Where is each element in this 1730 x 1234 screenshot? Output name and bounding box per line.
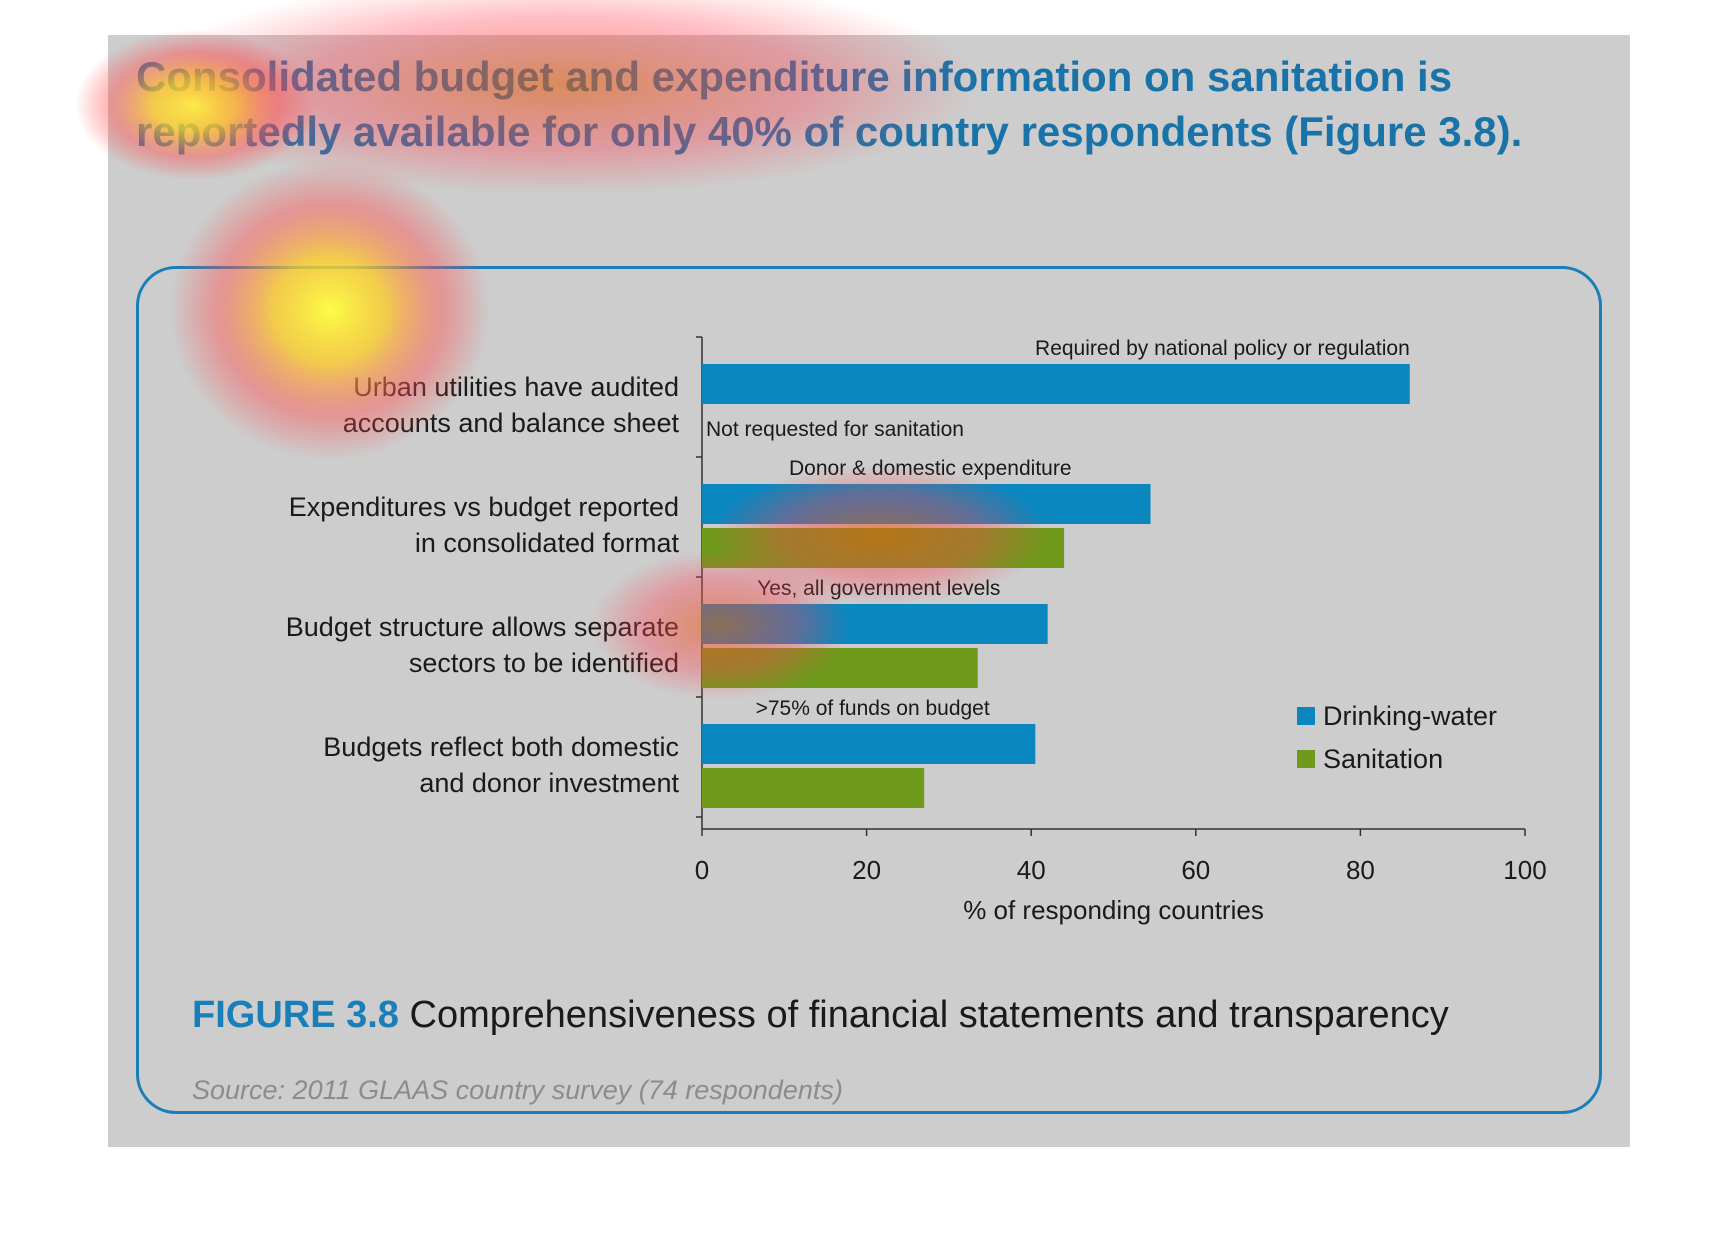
category-label: Budget structure allows separate (286, 612, 679, 642)
x-tick-label: 100 (1503, 855, 1546, 885)
bar-sanitation (702, 768, 925, 808)
bar-drinking-water (702, 604, 1048, 644)
bar-sanitation (702, 648, 978, 688)
category-label: sectors to be identified (409, 648, 679, 678)
category-label: in consolidated format (415, 528, 680, 558)
figure-panel: 0 20 40 60 80 100 % of responding countries Urb… (136, 266, 1602, 1114)
figure-caption: FIGURE 3.8 Comprehensiveness of financia… (192, 994, 1449, 1037)
figure-number: FIGURE 3.8 (192, 994, 399, 1036)
x-tick-label: 0 (695, 855, 709, 885)
legend-swatch (1297, 750, 1315, 768)
category-label: accounts and balance sheet (343, 408, 680, 438)
category-annotation: Donor & domestic expenditure (789, 457, 1072, 480)
x-axis-title: % of responding countries (963, 895, 1264, 925)
bar-drinking-water (702, 484, 1151, 524)
category-annotation: >75% of funds on budget (756, 697, 990, 720)
sanitation-note: Not requested for sanitation (706, 418, 964, 441)
figure-source: Source: 2011 GLAAS country survey (74 re… (192, 1075, 843, 1105)
category-label: Budgets reflect both domestic (323, 732, 679, 762)
legend-label: Drinking-water (1323, 701, 1497, 731)
category-label: Expenditures vs budget reported (289, 492, 679, 522)
x-tick-label: 60 (1181, 855, 1210, 885)
slide: Consolidated budget and expenditure info… (108, 35, 1630, 1147)
x-tick-label: 80 (1346, 855, 1375, 885)
bar-sanitation (702, 528, 1065, 568)
category-label: Urban utilities have audited (353, 372, 679, 402)
bar-chart: 0 20 40 60 80 100 % of responding countries Urb… (286, 336, 1547, 925)
headline: Consolidated budget and expenditure info… (136, 53, 1523, 155)
category-annotation: Required by national policy or regulatio… (1035, 337, 1410, 360)
legend-swatch (1297, 707, 1315, 725)
category-annotation: Yes, all government levels (757, 577, 1000, 600)
category-label: and donor investment (419, 768, 679, 798)
bar-drinking-water (702, 724, 1036, 764)
x-tick-label: 40 (1017, 855, 1046, 885)
figure-title: Comprehensiveness of financial statement… (409, 994, 1449, 1036)
bar-drinking-water (702, 364, 1410, 404)
x-tick-label: 20 (852, 855, 881, 885)
legend-label: Sanitation (1323, 744, 1443, 774)
